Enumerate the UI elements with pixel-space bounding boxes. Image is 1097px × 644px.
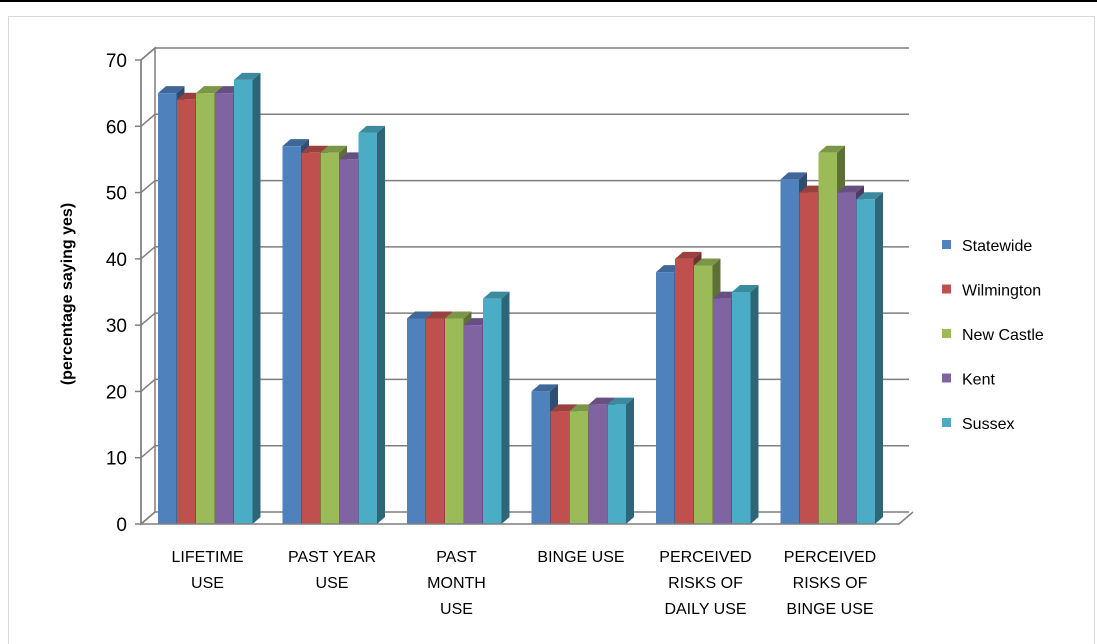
bar-front (177, 100, 196, 524)
gridline-70 (141, 48, 909, 60)
bar-side (502, 292, 510, 524)
bar-front (340, 159, 359, 524)
bar-front (713, 299, 732, 524)
y-tick-label-40: 40 (106, 250, 127, 271)
category-label-line: RISKS OF (793, 575, 868, 592)
bar-front (551, 411, 570, 524)
bar-front (196, 93, 215, 524)
bar-front (445, 319, 464, 524)
bar-front (800, 193, 819, 524)
category-label-line: BINGE USE (786, 601, 873, 618)
bar-front (283, 146, 302, 524)
legend-item-kent: Kent (942, 372, 995, 389)
y-tick-label-20: 20 (106, 382, 127, 403)
category-label-line: USE (191, 575, 224, 592)
bar-side (751, 285, 759, 524)
bar-front (819, 153, 838, 524)
y-tick-label-0: 0 (116, 515, 127, 536)
bar-front (359, 133, 378, 524)
category-label-3: BINGE USE (537, 549, 624, 566)
legend-item-wilmington: Wilmington (942, 283, 1041, 300)
bar-front (838, 193, 857, 524)
bar-front (321, 153, 340, 524)
category-label-line: DAILY USE (664, 601, 746, 618)
bar-sussex-4 (732, 285, 759, 524)
bar-side (377, 126, 385, 524)
bar-front (234, 80, 253, 524)
legend-label: Sussex (962, 416, 1014, 433)
bar-sussex-0 (234, 73, 261, 524)
category-label-line: PAST (436, 549, 477, 566)
bar-sussex-3 (608, 398, 635, 524)
bar-front (675, 259, 694, 524)
bar-front (532, 391, 551, 524)
legend-swatch (942, 329, 951, 338)
category-label-line: MONTH (427, 575, 486, 592)
category-label-line: USE (440, 601, 473, 618)
category-labels: LIFETIME USE PAST YEAR USE PAST MONTH USE BINGE… (171, 549, 876, 618)
category-label-line: PAST YEAR (288, 549, 376, 566)
bar-front (656, 272, 675, 524)
bar-front (694, 265, 713, 524)
legend-item-statewide: Statewide (942, 238, 1032, 255)
legend: Statewide Wilmington New Castle Kent Sussex (942, 238, 1044, 433)
bar-front (857, 199, 876, 524)
category-label-line: RISKS OF (668, 575, 743, 592)
bar-front (570, 411, 589, 524)
bar-front (608, 405, 627, 524)
legend-swatch (942, 418, 951, 427)
legend-label: Wilmington (962, 283, 1041, 300)
bar-front (464, 325, 483, 524)
bar-front (158, 93, 177, 524)
bar-front (302, 153, 321, 524)
legend-swatch (942, 374, 951, 383)
bar-front (426, 319, 445, 524)
y-tick-label-50: 50 (106, 184, 127, 205)
legend-swatch (942, 285, 951, 294)
legend-label: Statewide (962, 238, 1032, 255)
category-label-4: PERCEIVED RISKS OF DAILY USE (659, 549, 751, 618)
category-label-2: PAST MONTH USE (427, 549, 486, 618)
y-axis-label: (percentage saying yes) (59, 203, 76, 385)
bar-side (626, 398, 634, 524)
y-tick-label-60: 60 (106, 117, 127, 138)
legend-label: New Castle (962, 327, 1044, 344)
bar-front (407, 319, 426, 524)
legend-swatch (942, 240, 951, 249)
bar-front (589, 405, 608, 524)
category-label-line: PERCEIVED (784, 549, 876, 566)
bar-front (781, 179, 800, 524)
bar-front (215, 93, 234, 524)
category-label-1: PAST YEAR USE (288, 549, 376, 592)
category-label-line: LIFETIME (171, 549, 243, 566)
bar-side (875, 192, 883, 524)
category-label-line: PERCEIVED (659, 549, 751, 566)
y-tick-label-30: 30 (106, 316, 127, 337)
category-label-5: PERCEIVED RISKS OF BINGE USE (784, 549, 876, 618)
legend-item-sussex: Sussex (942, 416, 1014, 433)
y-tick-label-10: 10 (106, 449, 127, 470)
y-axis-ticks: 0 10 20 30 40 50 60 70 (106, 51, 127, 536)
category-label-0: LIFETIME USE (171, 549, 243, 592)
category-label-line: BINGE USE (537, 549, 624, 566)
y-tick-label-70: 70 (106, 51, 127, 72)
legend-label: Kent (962, 372, 995, 389)
bar-sussex-2 (483, 292, 510, 524)
category-label-line: USE (316, 575, 349, 592)
bar-sussex-5 (857, 192, 884, 524)
bar-front (732, 292, 751, 524)
bar-sussex-1 (359, 126, 386, 524)
legend-item-new-castle: New Castle (942, 327, 1044, 344)
bars (158, 73, 883, 524)
bar-front (483, 299, 502, 524)
bar-side (253, 73, 261, 524)
